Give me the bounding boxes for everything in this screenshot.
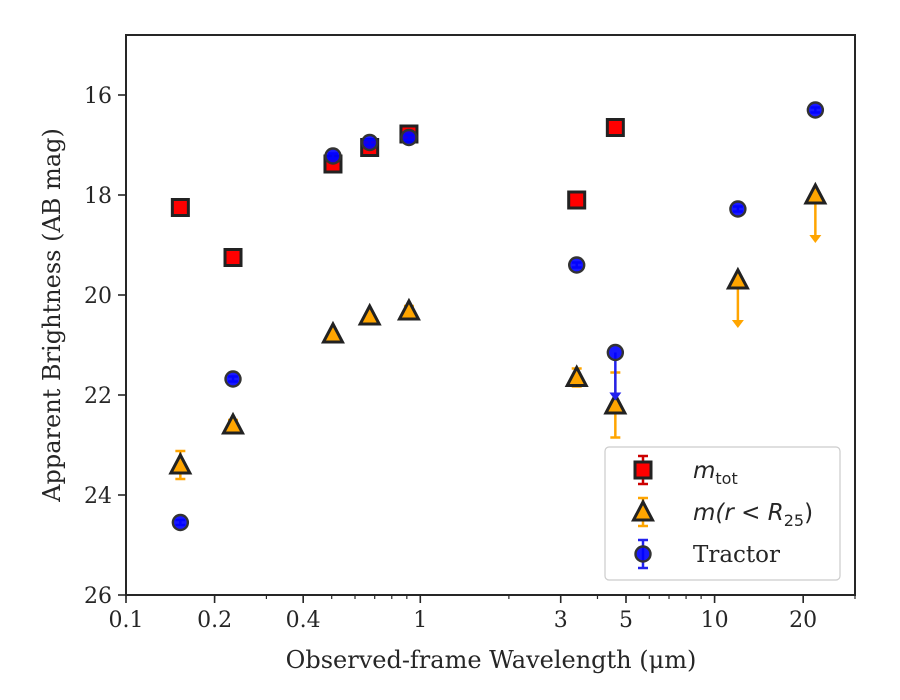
legend-label-m-tot: mtot	[693, 458, 738, 488]
data-point	[360, 133, 379, 152]
x-tick-label: 0.2	[197, 608, 232, 633]
data-point	[568, 256, 586, 274]
data-point	[324, 147, 342, 165]
data-point	[171, 513, 190, 532]
upper-limit-arrow-head	[609, 392, 622, 401]
legend-marker-tractor	[634, 545, 652, 563]
y-tick-label: 20	[84, 284, 112, 309]
data-point	[803, 181, 828, 205]
y-tick-label: 26	[84, 584, 112, 609]
data-point	[170, 198, 190, 217]
legend-label-m-r-r-25: m(r < R25)	[693, 500, 813, 530]
data-point	[806, 101, 825, 119]
x-tick-label: 20	[789, 608, 817, 633]
y-tick-label: 22	[84, 384, 112, 409]
data-point	[357, 302, 382, 326]
data-point	[223, 248, 243, 267]
upper-limit-arrow-head	[809, 235, 822, 243]
data-point	[168, 451, 193, 475]
x-tick-label: 0.1	[109, 608, 144, 633]
series-m-tot	[170, 118, 625, 267]
data-point	[224, 370, 242, 388]
data-point	[564, 364, 589, 387]
data-point	[320, 320, 345, 344]
x-tick-label: 0.4	[286, 608, 321, 633]
plot-area	[125, 34, 856, 596]
data-point	[725, 266, 750, 290]
plot-frame	[125, 34, 856, 596]
x-axis: 0.1 0.2 0.4 1 3 5 10 20	[109, 595, 856, 633]
data-point	[605, 118, 625, 137]
series-m-r-r-25	[168, 181, 828, 481]
y-axis-label: Apparent Brightness (AB mag)	[38, 128, 66, 503]
data-point	[603, 391, 628, 415]
y-tick-label: 18	[84, 184, 112, 209]
y-tick-label: 24	[84, 484, 112, 509]
legend-label-sub: tot	[715, 469, 737, 488]
legend-marker-m-r-r-25	[631, 498, 655, 522]
legend-box	[604, 446, 841, 581]
legend: mtot m(r < R25) Tractor	[604, 446, 841, 581]
data-point	[729, 200, 747, 218]
upper-limit-arrow-head	[731, 320, 744, 328]
x-tick-label: 10	[701, 608, 729, 633]
legend-marker-m-tot	[633, 460, 653, 480]
legend-label-tail: )	[804, 500, 813, 526]
x-tick-label: 3	[554, 608, 568, 633]
legend-label-tractor: Tractor	[693, 542, 780, 568]
legend-label-sub: 25	[784, 511, 804, 530]
x-tick-label: 1	[413, 608, 427, 633]
y-tick-label: 16	[84, 84, 112, 109]
legend-label-main: m	[693, 458, 715, 484]
data-point	[400, 128, 418, 147]
y-axis: 16 18 20 22 24 26	[84, 84, 126, 609]
series-tractor	[171, 101, 825, 532]
legend-label-main: m(r < R	[693, 500, 784, 526]
data-point	[396, 297, 421, 321]
data-point	[567, 190, 587, 210]
data-point	[606, 343, 625, 362]
x-tick-label: 5	[619, 608, 633, 633]
data-point	[221, 411, 245, 435]
x-axis-label: Observed-frame Wavelength (μm)	[286, 646, 697, 674]
series-layer	[168, 101, 828, 532]
